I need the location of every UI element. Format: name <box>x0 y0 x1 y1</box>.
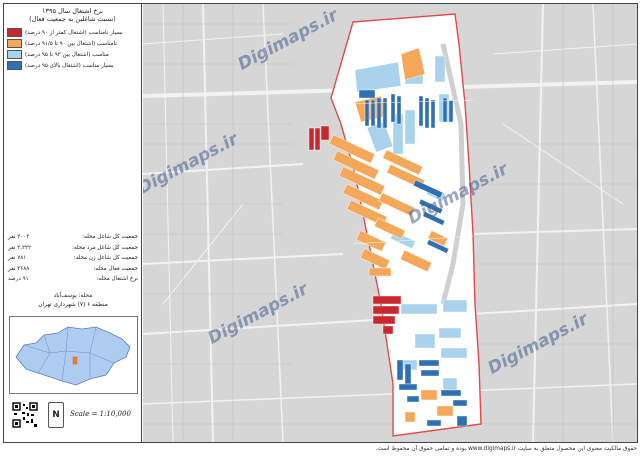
legend-panel: نرخ اشتغال سال ۱۳۹۵ (نسبت شاغلین به جمعی… <box>4 4 142 442</box>
map-title: نرخ اشتغال سال ۱۳۹۵ (نسبت شاغلین به جمعی… <box>4 4 141 23</box>
legend-item-good: مناسب (اشتغال بین ۹۲ تا ۹۵ درصد) <box>7 49 138 60</box>
legend-item-very-poor: بسیار نامناسب (اشتغال کمتر از ۹۰ درصد) <box>7 27 138 38</box>
area-info: محله: یوسف‌آباد منطقه ۶ (۷) شهرداری تهرا… <box>4 292 142 309</box>
swatch-very-poor <box>7 28 22 37</box>
legend-label: نامناسب (اشتغال بین ۹۰ تا ۹۱/۵ درصد) <box>25 40 117 47</box>
scale-label: Scale = 1:10,000 <box>70 410 131 418</box>
stat-row: جمعیت کل شاغل زن محله: ۷۸۱ نفر <box>8 253 138 264</box>
map-footer-block: N Scale = 1:10,000 <box>4 396 142 442</box>
stat-label: جمعیت کل شاغل زن محله: <box>73 255 138 262</box>
map-svg <box>143 4 637 442</box>
legend-items: بسیار نامناسب (اشتغال کمتر از ۹۰ درصد) ن… <box>7 27 138 71</box>
stat-label: جمعیت کل شاغل محله: <box>82 234 138 241</box>
qr-code-icon <box>12 402 38 428</box>
legend-item-poor: نامناسب (اشتغال بین ۹۰ تا ۹۱/۵ درصد) <box>7 38 138 49</box>
stat-row: جمعیت کل شاغل مرد محله: ۲,۲۲۲ نفر <box>8 243 138 254</box>
north-label: N <box>52 410 60 420</box>
title-line-2: (نسبت شاغلین به جمعیت فعال) <box>29 15 116 23</box>
swatch-good <box>7 50 22 59</box>
title-line-1: نرخ اشتغال سال ۱۳۹۵ <box>42 7 103 15</box>
region-name: منطقه ۶ (۷) شهرداری تهران <box>38 301 108 308</box>
stat-value: ۷۸۱ نفر <box>8 255 27 262</box>
parcels-very-poor <box>308 125 402 335</box>
stat-value: ۲,۲۲۲ نفر <box>8 244 32 251</box>
legend-label: بسیار نامناسب (اشتغال کمتر از ۹۰ درصد) <box>25 29 123 36</box>
swatch-very-good <box>7 61 22 70</box>
stat-value: ۲۰۰۳ نفر <box>8 234 30 241</box>
neighborhood-name: محله: یوسف‌آباد <box>53 293 93 299</box>
stat-row: نرخ اشتغال محله: ۹۱ درصد <box>8 274 138 285</box>
swatch-poor <box>7 39 22 48</box>
stats-table: جمعیت کل شاغل محله: ۲۰۰۳ نفر جمعیت کل شاغ… <box>8 232 138 285</box>
parcels-poor <box>328 47 454 423</box>
legend-label: بسیار مناسب (اشتغال بالای ۹۵ درصد) <box>25 62 114 69</box>
copyright-footer: حقوق مالکیت معنوی این محصول متعلق به سای… <box>375 446 637 452</box>
tehran-locator-map <box>9 316 138 394</box>
legend-label: مناسب (اشتغال بین ۹۲ تا ۹۵ درصد) <box>25 51 109 58</box>
map-canvas[interactable]: Digimaps.ir Digimaps.ir Digimaps.ir Digi… <box>143 4 637 442</box>
legend-item-very-good: بسیار مناسب (اشتغال بالای ۹۵ درصد) <box>7 60 138 71</box>
parcels-very-good <box>358 89 468 427</box>
north-arrow-icon: N <box>48 402 64 428</box>
map-frame <box>3 3 638 443</box>
stat-value: ۳۶۸۸ نفر <box>8 265 30 272</box>
stat-value: ۹۱ درصد <box>8 276 29 283</box>
stat-label: نرخ اشتغال محله: <box>96 276 138 283</box>
stat-label: جمعیت کل شاغل مرد محله: <box>71 244 138 251</box>
stat-label: جمعیت فعال محله: <box>93 265 138 272</box>
stat-row: جمعیت کل شاغل محله: ۲۰۰۳ نفر <box>8 232 138 243</box>
stat-row: جمعیت فعال محله: ۳۶۸۸ نفر <box>8 264 138 275</box>
block-grid <box>143 4 637 442</box>
